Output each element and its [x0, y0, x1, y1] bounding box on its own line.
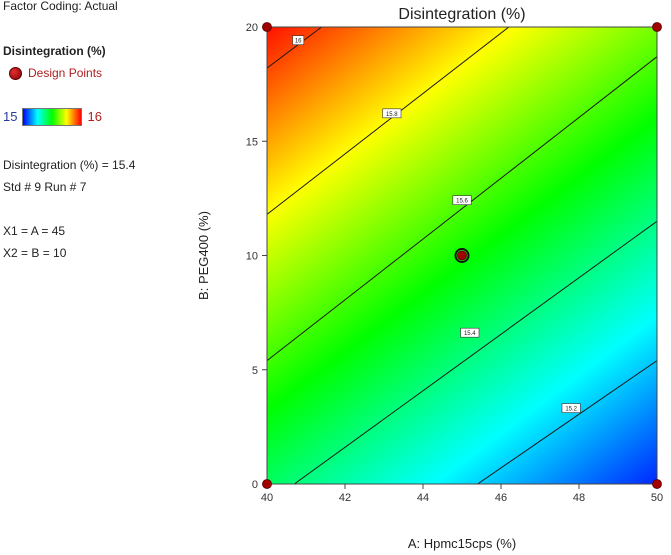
contour-line	[267, 56, 657, 362]
x-tick-label: 44	[417, 492, 429, 504]
contour-label-box	[561, 403, 581, 413]
x-axis-title: A: Hpmc15cps (%)	[408, 536, 516, 551]
factor-coding-label: Factor Coding: Actual	[3, 0, 118, 13]
design-point-icon	[9, 66, 22, 80]
x1-readout: X1 = A = 45	[3, 224, 66, 238]
design-point[interactable]	[262, 479, 272, 489]
response-title: Disintegration (%)	[3, 44, 106, 58]
x-tick-label: 40	[261, 492, 273, 504]
contour-label: 15.6	[456, 199, 468, 205]
contour-label: 15.8	[386, 112, 398, 118]
x-tick-label: 46	[495, 492, 507, 504]
prediction-readout: Disintegration (%) = 15.4	[3, 158, 136, 172]
current-point-marker	[454, 248, 470, 263]
contour-label: 16	[295, 39, 302, 45]
x-tick-label: 48	[573, 492, 585, 504]
contour-line	[477, 360, 657, 484]
y-axis-title: B: PEG400 (%)	[196, 211, 211, 300]
design-point[interactable]	[652, 22, 662, 32]
contour-label: 15.2	[565, 407, 577, 413]
x2-readout: X2 = B = 10	[3, 246, 67, 260]
std-run-readout: Std # 9 Run # 7	[3, 180, 87, 194]
contour-line	[267, 27, 322, 69]
design-point[interactable]	[457, 250, 467, 261]
y-tick-label: 20	[246, 22, 258, 34]
scale-min-label: 15	[3, 109, 18, 124]
contour-label-box	[460, 327, 480, 338]
contour-line	[294, 220, 657, 484]
contour-label-box	[382, 108, 402, 119]
color-scale-legend: 15 16	[3, 108, 102, 126]
contour-label: 15.4	[464, 331, 476, 337]
x-tick-label: 50	[651, 492, 663, 504]
y-tick-label: 10	[246, 251, 258, 263]
y-tick-label: 15	[246, 136, 258, 148]
y-tick-label: 5	[252, 365, 258, 377]
chart-title: Disintegration (%)	[398, 6, 525, 23]
x-tick-label: 42	[339, 492, 351, 504]
design-point[interactable]	[652, 479, 662, 489]
scale-max-label: 16	[87, 109, 102, 124]
design-points-legend: Design Points	[9, 65, 102, 81]
y-tick-label: 0	[252, 479, 258, 491]
contour-label-box	[292, 35, 305, 46]
design-point[interactable]	[262, 22, 272, 32]
color-scale-bar	[22, 108, 83, 126]
contour-label-box	[452, 195, 472, 205]
contour-line	[267, 27, 510, 215]
design-points-label: Design Points	[28, 66, 103, 80]
